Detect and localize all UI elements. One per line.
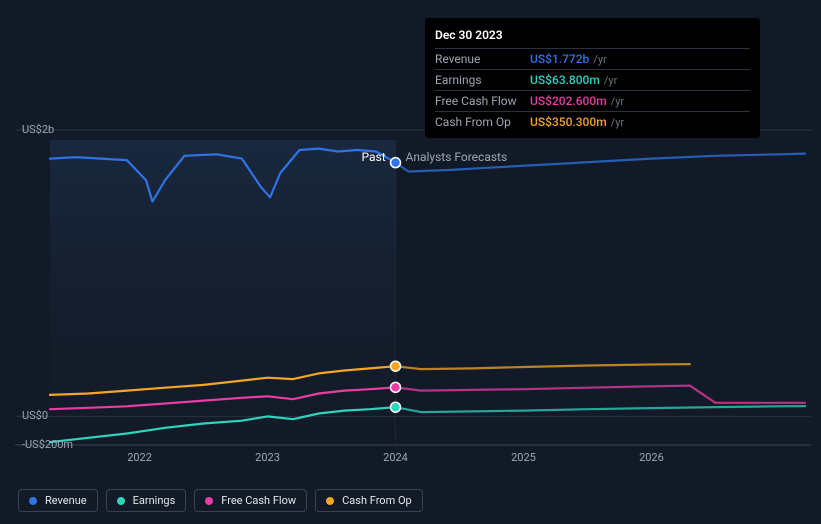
tooltip-metric-label: Revenue [435,52,530,66]
legend-dot-icon [117,497,125,505]
tooltip-row: Free Cash FlowUS$202.600m/yr [435,90,750,111]
tooltip-metric-value: US$350.300m [530,115,607,129]
legend-item-fcf[interactable]: Free Cash Flow [194,489,307,512]
past-section-label: Past [362,150,386,164]
tooltip-row: RevenueUS$1.772b/yr [435,48,750,69]
x-tick-label: 2022 [127,451,152,464]
legend-dot-icon [29,497,37,505]
tooltip-row: Cash From OpUS$350.300m/yr [435,111,750,132]
legend-item-cfo[interactable]: Cash From Op [315,489,423,512]
forecast-section-label: Analysts Forecasts [406,150,508,164]
legend-dot-icon [326,497,334,505]
legend-item-earnings[interactable]: Earnings [106,489,187,512]
tooltip-metric-label: Free Cash Flow [435,94,530,108]
financial-chart: US$2b US$0 -US$200m 2022 2023 2024 2025 2026 P… [0,0,821,524]
tooltip-date: Dec 30 2023 [435,24,750,48]
tooltip-metric-unit: /yr [604,74,617,87]
y-tick-label: US$0 [22,409,48,422]
tooltip-metric-unit: /yr [593,53,606,66]
chart-legend: Revenue Earnings Free Cash Flow Cash From O… [18,489,423,512]
tooltip-metric-value: US$63.800m [530,73,600,87]
legend-label: Cash From Op [342,494,412,507]
legend-label: Earnings [133,494,176,507]
tooltip-metric-value: US$1.772b [530,52,589,66]
tooltip-metric-label: Cash From Op [435,115,530,129]
legend-label: Free Cash Flow [221,494,296,507]
x-tick-label: 2023 [255,451,280,464]
chart-tooltip: Dec 30 2023 RevenueUS$1.772b/yrEarningsU… [425,18,760,138]
x-tick-label: 2024 [383,451,408,464]
y-tick-label: US$2b [22,123,54,136]
x-tick-label: 2026 [639,451,664,464]
tooltip-metric-label: Earnings [435,73,530,87]
x-tick-label: 2025 [511,451,536,464]
tooltip-metric-unit: /yr [611,95,624,108]
legend-label: Revenue [45,494,87,507]
legend-item-revenue[interactable]: Revenue [18,489,98,512]
tooltip-row: EarningsUS$63.800m/yr [435,69,750,90]
y-tick-label: -US$200m [22,438,73,451]
tooltip-metric-value: US$202.600m [530,94,607,108]
tooltip-metric-unit: /yr [611,116,624,129]
legend-dot-icon [205,497,213,505]
